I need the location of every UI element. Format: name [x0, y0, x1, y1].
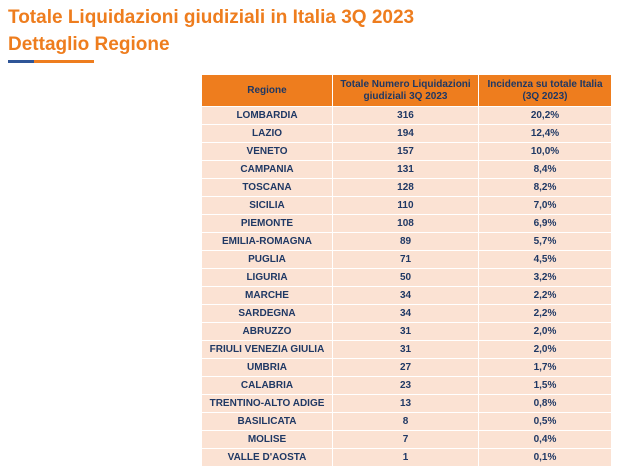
cell-region: SICILIA: [201, 196, 333, 215]
cell-incidence: 20,2%: [478, 106, 612, 125]
cell-incidence: 1,5%: [478, 376, 612, 395]
cell-incidence: 5,7%: [478, 232, 612, 251]
cell-incidence: 0,5%: [478, 412, 612, 431]
cell-total: 128: [332, 178, 479, 197]
cell-region: CAMPANIA: [201, 160, 333, 179]
cell-region: UMBRIA: [201, 358, 333, 377]
cell-total: 157: [332, 142, 479, 161]
cell-incidence: 8,2%: [478, 178, 612, 197]
cell-total: 71: [332, 250, 479, 269]
table-row: VENETO 157 10,0%: [201, 142, 612, 161]
cell-incidence: 0,4%: [478, 430, 612, 449]
header-incidence: Incidenza su totale Italia (3Q 2023): [478, 74, 612, 107]
table-header-row: Regione Totale Numero Liquidazioni giudi…: [201, 74, 612, 107]
cell-total: 316: [332, 106, 479, 125]
cell-total: 110: [332, 196, 479, 215]
table-row: MARCHE 34 2,2%: [201, 286, 612, 305]
cell-region: FRIULI VENEZIA GIULIA: [201, 340, 333, 359]
cell-region: EMILIA-ROMAGNA: [201, 232, 333, 251]
cell-incidence: 4,5%: [478, 250, 612, 269]
cell-incidence: 12,4%: [478, 124, 612, 143]
table-row: SARDEGNA 34 2,2%: [201, 304, 612, 323]
cell-region: MOLISE: [201, 430, 333, 449]
cell-total: 7: [332, 430, 479, 449]
cell-total: 31: [332, 322, 479, 341]
cell-total: 50: [332, 268, 479, 287]
table-row: VALLE D'AOSTA 1 0,1%: [201, 448, 612, 467]
cell-incidence: 0,1%: [478, 448, 612, 467]
cell-incidence: 2,2%: [478, 304, 612, 323]
table-row: PUGLIA 71 4,5%: [201, 250, 612, 269]
table-row: MOLISE 7 0,4%: [201, 430, 612, 449]
table-row: LOMBARDIA 316 20,2%: [201, 106, 612, 125]
cell-total: 13: [332, 394, 479, 413]
cell-total: 31: [332, 340, 479, 359]
header-region: Regione: [201, 74, 333, 107]
cell-region: VENETO: [201, 142, 333, 161]
cell-incidence: 0,8%: [478, 394, 612, 413]
cell-total: 1: [332, 448, 479, 467]
cell-total: 23: [332, 376, 479, 395]
cell-incidence: 6,9%: [478, 214, 612, 233]
cell-total: 27: [332, 358, 479, 377]
cell-region: PIEMONTE: [201, 214, 333, 233]
cell-total: 34: [332, 286, 479, 305]
cell-region: CALABRIA: [201, 376, 333, 395]
cell-region: ABRUZZO: [201, 322, 333, 341]
cell-region: PUGLIA: [201, 250, 333, 269]
cell-incidence: 2,2%: [478, 286, 612, 305]
table-row: FRIULI VENEZIA GIULIA 31 2,0%: [201, 340, 612, 359]
cell-region: LAZIO: [201, 124, 333, 143]
cell-total: 108: [332, 214, 479, 233]
cell-total: 89: [332, 232, 479, 251]
cell-incidence: 2,0%: [478, 322, 612, 341]
cell-total: 131: [332, 160, 479, 179]
cell-incidence: 3,2%: [478, 268, 612, 287]
header-total: Totale Numero Liquidazioni giudiziali 3Q…: [332, 74, 479, 107]
cell-total: 34: [332, 304, 479, 323]
cell-region: SARDEGNA: [201, 304, 333, 323]
cell-incidence: 1,7%: [478, 358, 612, 377]
cell-incidence: 8,4%: [478, 160, 612, 179]
title-underline: [8, 60, 94, 63]
table-row: CALABRIA 23 1,5%: [201, 376, 612, 395]
table-row: EMILIA-ROMAGNA 89 5,7%: [201, 232, 612, 251]
cell-region: VALLE D'AOSTA: [201, 448, 333, 467]
cell-region: TRENTINO-ALTO ADIGE: [201, 394, 333, 413]
table-row: BASILICATA 8 0,5%: [201, 412, 612, 431]
cell-region: LOMBARDIA: [201, 106, 333, 125]
region-table: Regione Totale Numero Liquidazioni giudi…: [201, 74, 612, 467]
cell-region: LIGURIA: [201, 268, 333, 287]
table-row: UMBRIA 27 1,7%: [201, 358, 612, 377]
table-row: CAMPANIA 131 8,4%: [201, 160, 612, 179]
cell-region: TOSCANA: [201, 178, 333, 197]
table-row: PIEMONTE 108 6,9%: [201, 214, 612, 233]
cell-region: BASILICATA: [201, 412, 333, 431]
cell-incidence: 7,0%: [478, 196, 612, 215]
table-row: TRENTINO-ALTO ADIGE 13 0,8%: [201, 394, 612, 413]
cell-incidence: 10,0%: [478, 142, 612, 161]
table-row: LIGURIA 50 3,2%: [201, 268, 612, 287]
table-row: SICILIA 110 7,0%: [201, 196, 612, 215]
cell-region: MARCHE: [201, 286, 333, 305]
table-row: LAZIO 194 12,4%: [201, 124, 612, 143]
table-row: TOSCANA 128 8,2%: [201, 178, 612, 197]
table-row: ABRUZZO 31 2,0%: [201, 322, 612, 341]
cell-incidence: 2,0%: [478, 340, 612, 359]
page-subtitle: Dettaglio Regione: [8, 34, 170, 55]
cell-total: 8: [332, 412, 479, 431]
page-title: Totale Liquidazioni giudiziali in Italia…: [8, 7, 415, 28]
cell-total: 194: [332, 124, 479, 143]
